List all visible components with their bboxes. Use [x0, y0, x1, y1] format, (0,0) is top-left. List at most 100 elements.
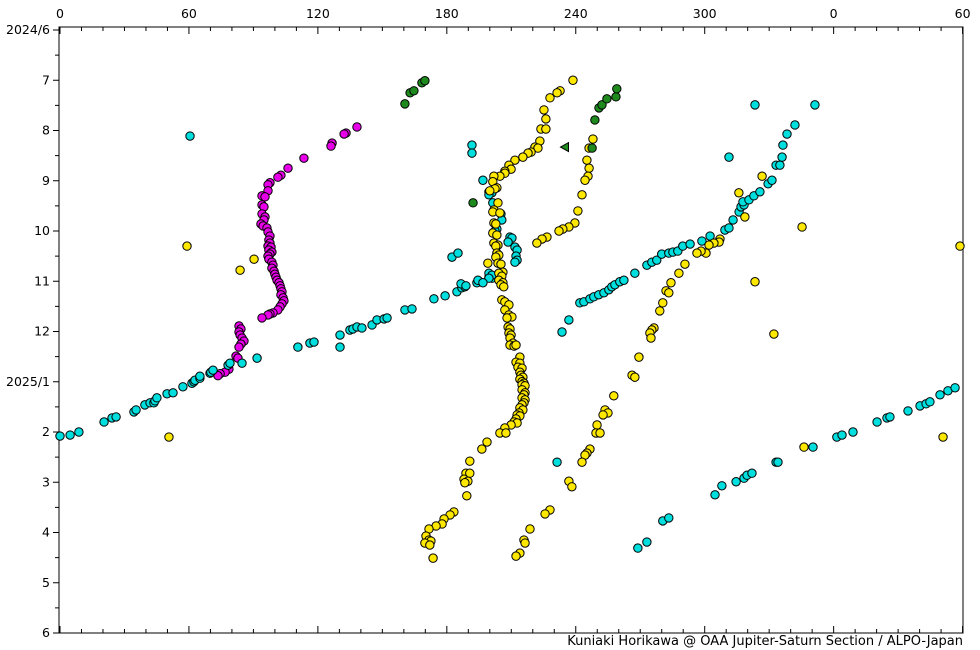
cyan-track-point [697, 236, 707, 246]
yellow-track-point [609, 391, 619, 401]
yellow-track-point [592, 420, 602, 430]
x-tick-label: 180 [435, 6, 459, 21]
cyan-track-point [731, 477, 741, 487]
cyan-track-point [808, 442, 818, 452]
yellow-track-point [955, 241, 965, 251]
x-tick-label: 120 [306, 6, 330, 21]
cyan-track-point [767, 175, 777, 185]
yellow-track-point [511, 551, 521, 561]
cyan-track-point [557, 327, 567, 337]
yellow-track-point [568, 75, 578, 85]
yellow-track-point [595, 428, 605, 438]
cyan-track-point [872, 417, 882, 427]
y-tick-label: 9 [42, 173, 50, 188]
yellow-track-point [646, 333, 656, 343]
cyan-track-point [478, 278, 488, 288]
cyan-track-point [782, 129, 792, 139]
yellow-track-point [658, 298, 668, 308]
yellow-track-point [757, 171, 767, 181]
cyan-track-point [705, 231, 715, 241]
x-tick-label: 60 [181, 6, 197, 21]
x-tick-label: 0 [56, 6, 64, 21]
cyan-track-point [848, 427, 858, 437]
credit-caption: Kuniaki Horikawa @ OAA Jupiter-Saturn Se… [567, 634, 963, 649]
yellow-track-point [674, 268, 684, 278]
yellow-track-point [249, 254, 259, 264]
yellow-track-point [655, 306, 665, 316]
yellow-track-point [580, 175, 590, 185]
yellow-track-point [483, 258, 493, 268]
yellow-track-point [532, 238, 542, 248]
cyan-track-point [225, 358, 235, 368]
cyan-track-point [724, 152, 734, 162]
cyan-track-point [429, 294, 439, 304]
cyan-track-point [778, 140, 788, 150]
cyan-track-point [65, 430, 75, 440]
cyan-track-point [750, 100, 760, 110]
cyan-track-point [335, 342, 345, 352]
cyan-track-point [461, 281, 471, 291]
cyan-track-point [633, 543, 643, 553]
yellow-track-point [501, 428, 511, 438]
green-track-point [468, 198, 478, 208]
y-tick-label: 2025/1 [6, 374, 50, 389]
cyan-track-point [630, 268, 640, 278]
yellow-track-point [541, 124, 551, 134]
magenta-track-point [283, 163, 293, 173]
magenta-track-point [352, 122, 362, 132]
cyan-track-point [685, 239, 695, 249]
yellow-track-point [511, 340, 521, 350]
green-track-point [612, 84, 622, 94]
green-track-point [409, 86, 419, 96]
yellow-track-point [692, 248, 702, 258]
yellow-track-point [634, 352, 644, 362]
yellow-track-point [533, 143, 543, 153]
yellow-track-point [496, 259, 506, 269]
magenta-track-point [273, 172, 283, 182]
x-tick-label: 0 [830, 6, 838, 21]
yellow-track-point [539, 105, 549, 115]
cyan-track-point [652, 255, 662, 265]
cyan-track-point [885, 412, 895, 422]
yellow-track-point [582, 155, 592, 165]
yellow-track-point [630, 372, 640, 382]
yellow-track-point [797, 222, 807, 232]
yellow-track-point [664, 288, 674, 298]
yellow-track-point [495, 208, 505, 218]
cyan-track-point [131, 405, 141, 415]
cyan-track-point [773, 457, 783, 467]
y-tick-label: 6 [42, 625, 50, 640]
yellow-track-point [485, 186, 495, 196]
green-track-point [590, 115, 600, 125]
yellow-track-point [491, 219, 501, 229]
yellow-track-point [552, 88, 562, 98]
cyan-track-point [790, 120, 800, 130]
cyan-track-point [903, 406, 913, 416]
yellow-track-point [525, 524, 535, 534]
yellow-track-point [460, 478, 470, 488]
green-track-point [611, 92, 621, 102]
cyan-track-point [717, 481, 727, 491]
yellow-track-point [482, 437, 492, 447]
cyan-track-point [195, 371, 205, 381]
yellow-track-point [492, 230, 502, 240]
cyan-track-point [467, 148, 477, 158]
cyan-track-point [755, 187, 765, 197]
yellow-track-point [520, 538, 530, 548]
y-tick-label: 7 [42, 72, 50, 87]
cyan-track-point [552, 457, 562, 467]
yellow-track-point [510, 155, 520, 165]
y-tick-label: 10 [34, 223, 50, 238]
cyan-track-point [382, 313, 392, 323]
y-tick-label: 8 [42, 123, 50, 138]
cyan-track-point [478, 175, 488, 185]
cyan-track-point [777, 152, 787, 162]
x-tick-label: 240 [564, 6, 588, 21]
cyan-track-point [178, 382, 188, 392]
yellow-track-point [235, 265, 245, 275]
y-tick-label: 11 [34, 273, 50, 288]
yellow-track-point [567, 482, 577, 492]
green-track-point [400, 99, 410, 109]
